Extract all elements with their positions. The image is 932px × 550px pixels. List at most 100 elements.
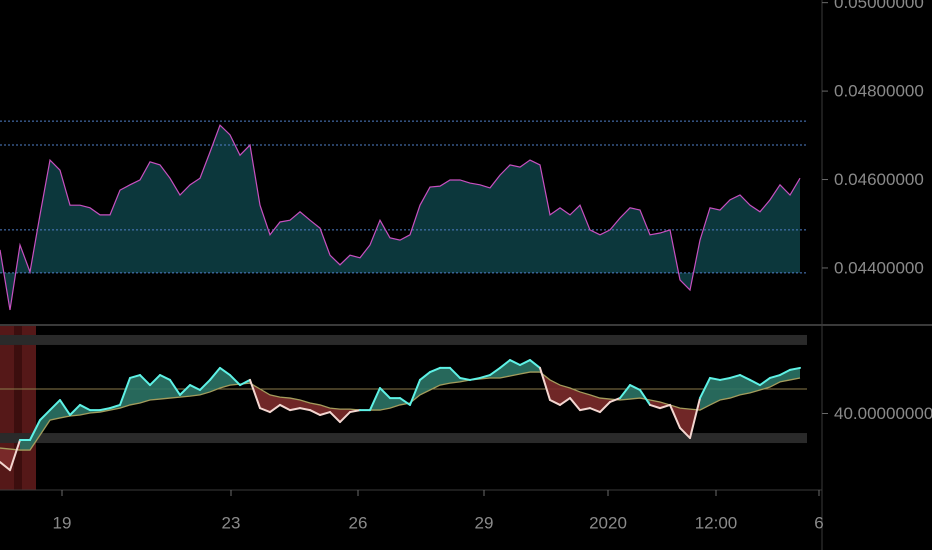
fast-line-segment xyxy=(479,374,491,379)
fast-line-segment xyxy=(69,403,81,416)
fast-line-segment xyxy=(599,400,611,414)
fill-segment xyxy=(150,375,160,401)
x-tick-label: 12:00 xyxy=(695,513,738,532)
fast-line-segment xyxy=(489,366,501,377)
fast-line-segment xyxy=(209,366,221,381)
fill-segment xyxy=(750,379,760,393)
x-tick-label: 29 xyxy=(475,513,494,532)
fill-segment xyxy=(710,377,720,405)
fast-line-segment xyxy=(739,374,751,381)
fast-line-segment xyxy=(649,403,661,410)
fast-line-segment xyxy=(369,387,381,412)
fast-line-segment xyxy=(239,378,251,387)
fast-line-segment xyxy=(269,403,281,414)
fill-segment xyxy=(570,388,580,411)
fast-line-segment xyxy=(199,378,211,391)
fast-line-segment xyxy=(169,378,181,396)
fast-line-segment xyxy=(629,384,641,391)
x-tick-label: 2020 xyxy=(589,513,627,532)
fill-segment xyxy=(30,420,40,451)
x-tick-label: 19 xyxy=(53,513,72,532)
fast-line-segment xyxy=(539,366,551,402)
fast-line-segment xyxy=(99,407,111,412)
fill-segment xyxy=(420,372,430,395)
fast-line-segment xyxy=(399,397,411,406)
fast-line-segment xyxy=(449,366,461,379)
y-tick-label: 40.00000000 xyxy=(834,404,932,423)
fast-line-segment xyxy=(559,397,571,406)
fast-line-segment xyxy=(259,407,271,414)
fast-line-segment xyxy=(679,426,691,440)
fast-line-segment xyxy=(129,374,141,379)
fill-segment xyxy=(720,377,730,401)
fast-line-segment xyxy=(579,407,591,412)
level-band xyxy=(0,334,807,345)
fast-line-segment xyxy=(719,376,731,381)
fill-segment xyxy=(680,408,690,439)
fast-line-segment xyxy=(749,378,761,387)
fast-line-segment xyxy=(79,403,91,412)
fill-segment xyxy=(590,394,600,413)
fill-segment xyxy=(550,379,560,405)
fast-line-segment xyxy=(419,371,431,381)
fill-segment xyxy=(520,360,530,375)
fill-segment xyxy=(290,398,300,411)
fast-line-segment xyxy=(659,403,671,410)
fill-segment xyxy=(130,375,140,405)
fill-segment xyxy=(210,367,220,392)
fill-segment xyxy=(380,388,390,411)
fill-segment xyxy=(270,394,280,413)
fast-line-segment xyxy=(119,376,131,406)
fast-line-segment xyxy=(299,407,311,412)
fast-line-segment xyxy=(9,438,21,472)
fast-line-segment xyxy=(709,376,721,381)
fill-segment xyxy=(160,375,170,400)
fast-line-segment xyxy=(549,399,561,406)
fast-line-segment xyxy=(349,409,361,414)
fill-segment xyxy=(220,367,230,389)
fast-line-segment xyxy=(39,409,51,422)
fast-line-segment xyxy=(569,397,581,412)
fill-segment xyxy=(40,410,50,436)
fill-segment xyxy=(440,367,450,386)
fast-line-segment xyxy=(789,366,801,371)
fast-line-segment xyxy=(499,359,511,369)
level-band xyxy=(0,433,807,444)
fill-segment xyxy=(20,439,30,451)
fast-line-segment xyxy=(289,407,301,412)
fill-segment xyxy=(310,402,320,415)
fast-line-segment xyxy=(469,376,481,381)
fast-line-segment xyxy=(279,403,291,412)
fast-line-segment xyxy=(529,359,541,369)
fast-line-segment xyxy=(639,388,651,406)
fast-line-segment xyxy=(309,409,321,416)
fast-line-segment xyxy=(109,403,121,410)
fill-segment xyxy=(280,397,290,411)
fill-segment xyxy=(630,385,640,400)
fill-segment xyxy=(80,404,90,415)
fast-line-segment xyxy=(339,411,351,424)
fast-line-segment xyxy=(139,374,151,387)
fill-segment xyxy=(560,385,570,405)
slow-line xyxy=(0,371,801,451)
price-line xyxy=(0,124,801,311)
y-tick-label: 0.05000000 xyxy=(834,0,924,12)
area-fill xyxy=(0,125,800,310)
fast-line-segment xyxy=(249,378,261,410)
y-tick-label: 0.04600000 xyxy=(834,170,924,189)
highlight-stripe xyxy=(14,326,22,490)
fill-segment xyxy=(0,448,10,471)
fill-segment xyxy=(50,400,60,421)
fill-segment xyxy=(780,369,790,382)
fast-line-segment xyxy=(519,359,531,366)
fast-line-segment xyxy=(459,376,471,381)
fast-line-segment xyxy=(759,376,771,387)
fast-line-segment xyxy=(49,399,61,412)
fast-line-segment xyxy=(379,387,391,400)
fill-segment xyxy=(700,377,710,411)
fill-segment xyxy=(430,367,440,390)
fast-line-segment xyxy=(409,378,421,406)
fast-line-segment xyxy=(769,374,781,379)
